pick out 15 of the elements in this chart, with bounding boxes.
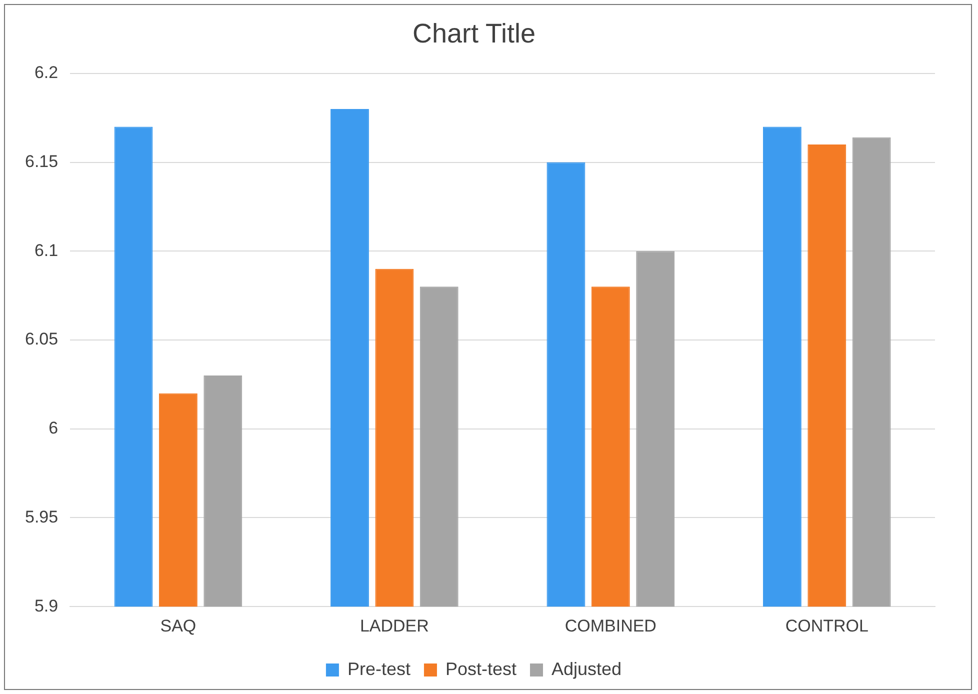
x-tick-label: COMBINED [564,616,656,636]
x-tick-label: SAQ [160,616,196,636]
x-tick-label: CONTROL [785,616,868,636]
y-tick-label: 5.9 [34,596,58,616]
legend-label: Post-test [445,658,517,679]
y-tick-label: 6.1 [34,240,58,260]
chart-title: Chart Title [412,18,536,49]
y-tick-label: 6.2 [34,63,58,82]
legend-label: Adjusted [551,658,622,679]
y-tick-label: 5.95 [24,507,58,526]
x-tick-label: LADDER [360,616,429,636]
y-tick-label: 6 [48,418,58,438]
y-tick-label: 6.05 [24,330,58,349]
legend-label: Pre-test [347,658,410,679]
y-tick-label: 6.15 [24,152,58,171]
